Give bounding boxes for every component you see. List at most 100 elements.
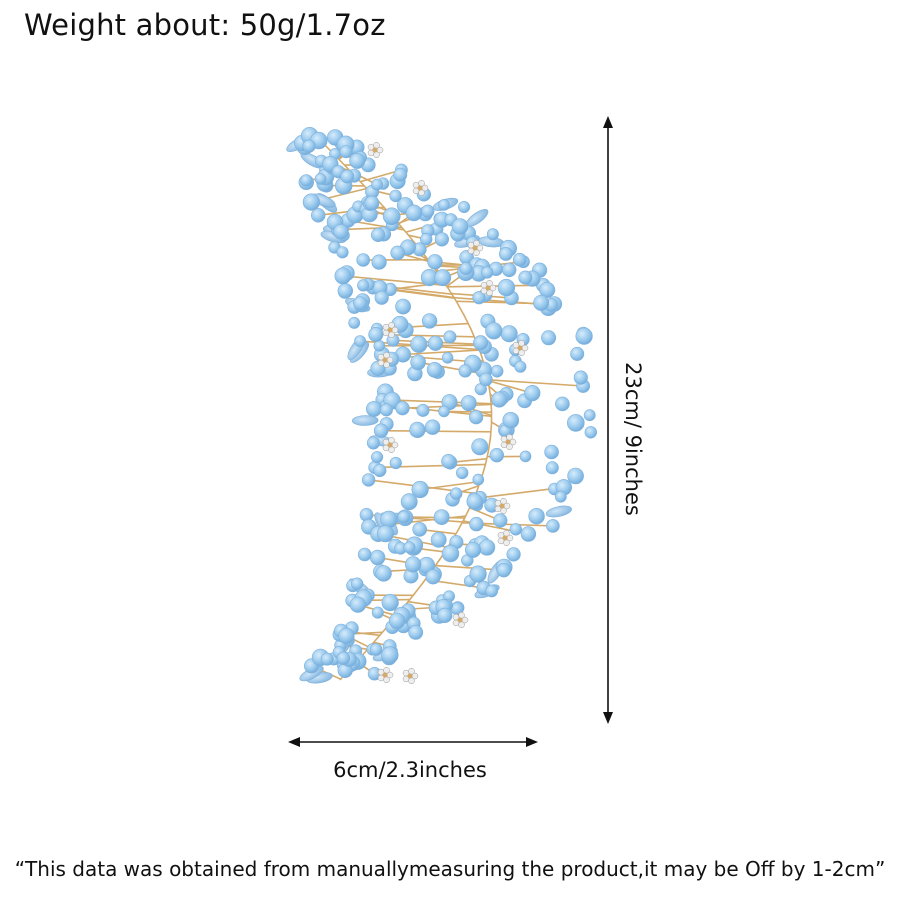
opal-stone: [485, 322, 503, 340]
opal-stone: [583, 409, 596, 422]
height-dimension-text: 23cm/ 9inches: [621, 362, 645, 516]
opal-stone: [320, 652, 334, 666]
opal-stone: [354, 335, 366, 347]
rhinestone: [500, 497, 507, 505]
opal-stone: [416, 403, 430, 417]
rhinestone: [500, 507, 507, 515]
opal-stone: [371, 254, 387, 270]
opal-stone: [546, 519, 560, 533]
opal-stone: [356, 253, 370, 267]
opal-stone: [539, 281, 556, 298]
flower-center: [472, 245, 478, 251]
opal-stone: [514, 360, 527, 373]
rhinestone: [408, 667, 415, 675]
opal-stone: [469, 410, 484, 425]
opal-stone: [349, 152, 366, 169]
flower-center: [457, 617, 463, 623]
opal-stone: [509, 523, 523, 536]
flower-center: [382, 357, 388, 363]
opal-stone: [465, 541, 482, 558]
opal-stone: [311, 208, 326, 223]
rhinestone-flower: [512, 339, 529, 357]
opal-stone: [371, 606, 384, 619]
opal-stone: [361, 473, 376, 487]
opal-stone: [567, 467, 584, 485]
flower-center: [505, 439, 511, 445]
opal-stone: [350, 577, 364, 590]
opal-stone: [519, 450, 532, 463]
opal-stone: [481, 266, 494, 279]
opal-stone: [376, 525, 394, 543]
opal-stone: [500, 325, 518, 343]
opal-stone: [493, 513, 508, 528]
opal-stone: [421, 313, 438, 329]
opal-stone: [336, 651, 351, 665]
opal-stone: [450, 487, 463, 500]
opal-stone: [427, 254, 443, 270]
opal-stone: [502, 411, 520, 429]
rhinestone: [473, 249, 480, 257]
opal-stone: [381, 646, 399, 664]
opal-stone: [369, 549, 386, 566]
opal-stone: [497, 278, 516, 297]
rhinestone-flower: [500, 433, 517, 451]
flower-center: [372, 147, 378, 153]
opal-stone: [340, 169, 355, 184]
rhinestone-flowers: [367, 141, 529, 685]
main-wire: [319, 139, 493, 681]
opal-stone: [412, 522, 427, 537]
opal-stone: [498, 247, 513, 261]
opal-stone: [380, 510, 398, 529]
height-arrow-head-top: [603, 116, 613, 128]
opal-stone: [349, 596, 366, 613]
opal-stone: [366, 401, 382, 417]
rhinestone-flower: [382, 321, 399, 339]
opal-stone: [566, 414, 585, 432]
opal-stone: [395, 401, 410, 416]
opal-stone: [405, 556, 422, 573]
rhinestone: [486, 279, 493, 287]
opal-stone: [555, 396, 570, 412]
flower-center: [502, 535, 508, 541]
rhinestone: [388, 436, 395, 444]
opal-stone: [424, 419, 441, 435]
opal-stone: [506, 547, 521, 562]
opal-stone: [337, 283, 354, 299]
opal-stone: [434, 269, 452, 287]
opal-stone: [400, 493, 418, 511]
opal-stone: [441, 453, 456, 469]
measurement-disclaimer: “This data was obtained from manuallymea…: [14, 857, 886, 881]
opal-stone: [410, 354, 426, 371]
opal-stone: [395, 298, 411, 315]
rhinestone-flower: [367, 141, 384, 159]
rhinestone: [503, 539, 510, 547]
opal-stone: [573, 370, 588, 385]
height-arrow-head-bottom: [603, 712, 613, 724]
opal-stone: [575, 327, 593, 345]
opal-stone: [382, 207, 401, 226]
opal-stone: [389, 189, 402, 203]
opal-stone: [357, 547, 372, 562]
rhinestone: [473, 239, 480, 247]
rhinestone: [388, 331, 395, 339]
opal-stone: [473, 335, 489, 351]
opal-stone: [486, 228, 499, 241]
rhinestone: [458, 611, 465, 619]
opal-stone: [469, 516, 484, 532]
opal-stone: [425, 569, 441, 585]
opal-stone: [528, 508, 545, 525]
weight-heading: Weight about: 50g/1.7oz: [24, 8, 386, 42]
opal-stone: [333, 223, 349, 240]
opal-stone: [426, 362, 443, 378]
rhinestone-flower: [497, 529, 514, 547]
opal-stone: [427, 335, 444, 351]
rhinestone-flower: [480, 279, 497, 297]
flower-center: [407, 673, 413, 679]
opal-stone: [366, 436, 380, 450]
opal-stone: [443, 330, 457, 344]
opal-stone: [466, 493, 483, 510]
opal-stone: [379, 403, 393, 417]
opal-stone: [458, 364, 472, 378]
hair-vine-product-image: [286, 127, 597, 685]
opal-stone: [496, 563, 512, 578]
